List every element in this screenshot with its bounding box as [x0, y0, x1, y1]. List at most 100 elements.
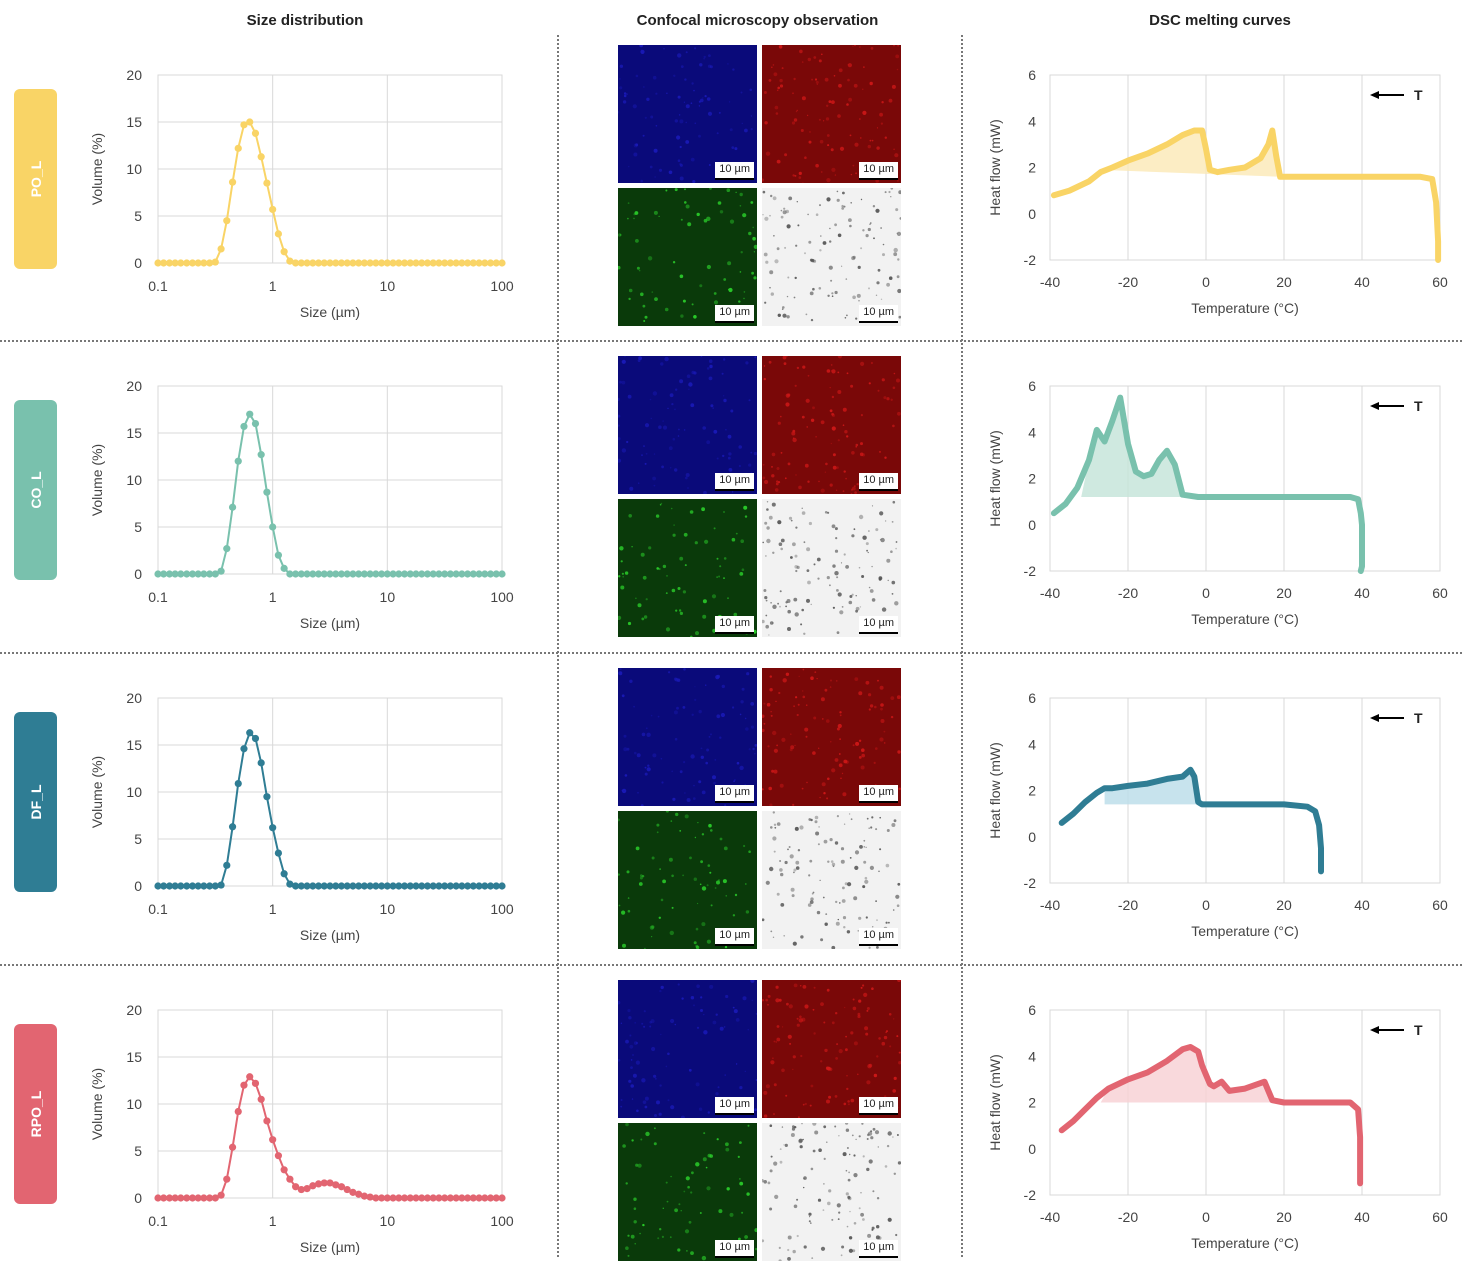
speckle	[886, 558, 891, 563]
speckle	[842, 191, 845, 195]
speckle	[635, 239, 639, 243]
speckle	[862, 984, 865, 987]
speckle	[695, 1082, 700, 1087]
speckle	[875, 528, 879, 532]
speckle	[643, 86, 645, 88]
speckle	[628, 288, 633, 293]
data-point	[406, 882, 414, 890]
data-point	[412, 882, 420, 890]
data-point	[234, 457, 242, 465]
speckle	[790, 733, 792, 735]
speckle	[792, 1068, 794, 1071]
data-point	[418, 1194, 426, 1202]
speckle	[890, 398, 893, 401]
data-point	[492, 1194, 500, 1202]
speckle	[695, 1162, 700, 1167]
speckle	[822, 896, 825, 899]
speckle	[893, 372, 896, 375]
speckle	[728, 287, 733, 293]
speckle	[700, 996, 703, 999]
speckle	[671, 874, 674, 878]
speckle	[769, 866, 774, 872]
data-point	[160, 570, 168, 578]
data-point	[165, 1194, 174, 1202]
speckle	[796, 1023, 800, 1027]
speckle	[812, 287, 815, 291]
speckle	[770, 292, 774, 296]
speckle	[654, 176, 656, 178]
data-point	[194, 259, 202, 267]
speckle	[755, 1079, 757, 1081]
data-point	[332, 1181, 340, 1189]
dsc-curve	[1058, 1044, 1364, 1187]
speckle	[823, 1183, 825, 1185]
speckle	[667, 1052, 670, 1056]
speckle	[818, 59, 822, 63]
speckle	[838, 83, 842, 88]
speckle	[697, 822, 699, 824]
speckle	[763, 252, 768, 257]
speckle	[819, 879, 821, 881]
speckle	[835, 1057, 838, 1060]
speckle	[750, 451, 753, 454]
y-tick-label: 4	[1028, 424, 1036, 440]
speckle	[890, 715, 894, 719]
speckle	[627, 897, 630, 899]
speckle	[796, 1234, 799, 1238]
speckle	[824, 688, 828, 692]
speckle	[818, 480, 820, 483]
speckle	[732, 1006, 735, 1009]
data-point	[280, 248, 288, 256]
data-point	[200, 259, 208, 267]
data-point	[469, 882, 477, 890]
speckle	[750, 115, 753, 117]
speckle	[872, 1190, 875, 1193]
speckle	[804, 463, 809, 468]
y-tick-label: 2	[1028, 471, 1036, 487]
speckle	[687, 1185, 690, 1189]
speckle	[713, 781, 716, 785]
speckle	[839, 146, 845, 151]
data-point	[223, 545, 231, 553]
speckle	[788, 1004, 793, 1009]
speckle	[850, 173, 853, 176]
speckle	[623, 734, 627, 738]
speckle	[793, 118, 798, 122]
speckle	[694, 47, 697, 50]
scale-bar: 10 µm	[859, 928, 898, 946]
speckle	[665, 811, 669, 813]
y-axis-label: Volume (%)	[89, 133, 105, 205]
speckle	[627, 202, 630, 204]
speckle	[824, 922, 828, 926]
data-point	[240, 121, 248, 129]
micrograph-texture	[618, 502, 757, 637]
speckle	[641, 875, 645, 878]
speckle	[860, 361, 865, 366]
speckle	[791, 431, 796, 436]
speckle	[685, 51, 688, 54]
x-tick-label: -40	[1040, 897, 1060, 913]
speckle	[716, 132, 719, 135]
speckle	[708, 164, 711, 166]
speckle	[630, 1234, 635, 1239]
speckle	[763, 722, 766, 725]
speckle	[818, 826, 820, 828]
speckle	[823, 792, 826, 795]
speckle	[830, 679, 832, 682]
speckle	[829, 686, 832, 688]
speckle	[753, 451, 757, 456]
speckle	[881, 378, 885, 382]
data-point	[297, 259, 305, 267]
speckle	[792, 92, 794, 95]
speckle	[830, 279, 833, 282]
speckle	[864, 1026, 869, 1031]
speckle	[879, 816, 881, 819]
data-point	[297, 570, 305, 578]
speckle	[851, 593, 854, 596]
speckle	[762, 918, 765, 922]
speckle	[646, 732, 651, 737]
speckle	[621, 694, 625, 698]
speckle	[712, 407, 714, 409]
data-point	[389, 570, 397, 578]
